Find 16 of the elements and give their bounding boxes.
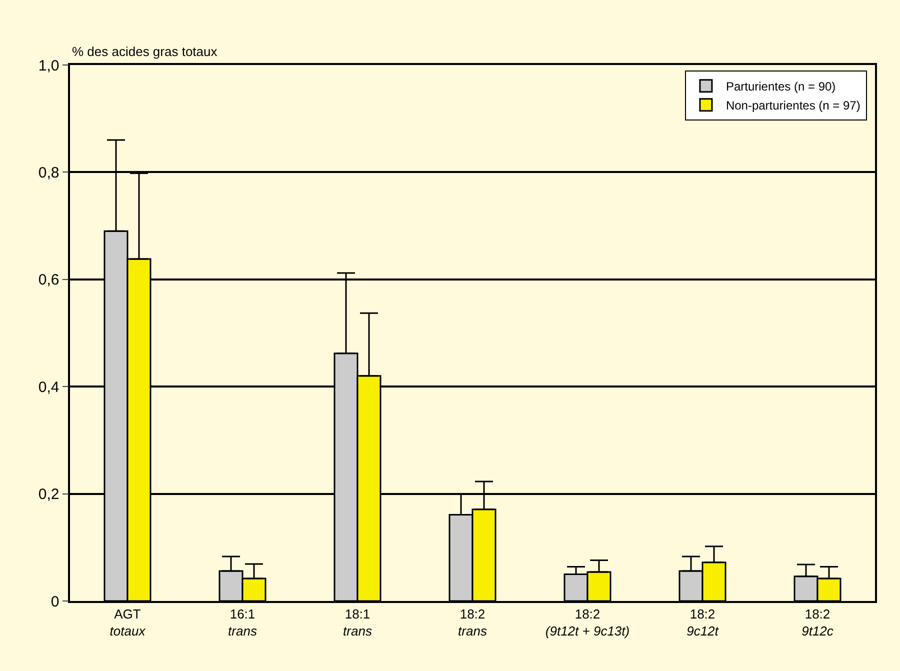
legend-label: Parturientes (n = 90) xyxy=(726,80,836,94)
y-tick-label: 0,4 xyxy=(38,378,60,396)
y-tick-label: 0,6 xyxy=(38,272,60,289)
x-tick-label: 18:1 trans xyxy=(343,606,372,638)
x-tick-label: 16:1 trans xyxy=(228,606,258,638)
x-tick-label: AGT totaux xyxy=(110,606,146,638)
x-tick-label: 18:2 (9t12t + 9c13t) xyxy=(545,606,630,638)
y-tick-label: 0 xyxy=(50,593,60,610)
y-tick-label: 0,2 xyxy=(38,486,60,504)
y-tick-label: 1,0 xyxy=(38,57,60,74)
x-tick-label: 18:2 9t12c xyxy=(802,606,834,638)
legend-label: Non-parturientes (n = 97) xyxy=(726,98,860,113)
x-tick-label: 18:2 9c12t xyxy=(686,606,720,638)
x-tick-label: 18:2 trans xyxy=(458,606,488,638)
y-axis-title: % des acides gras totaux xyxy=(72,44,218,59)
y-tick-label: 0,8 xyxy=(38,164,60,182)
